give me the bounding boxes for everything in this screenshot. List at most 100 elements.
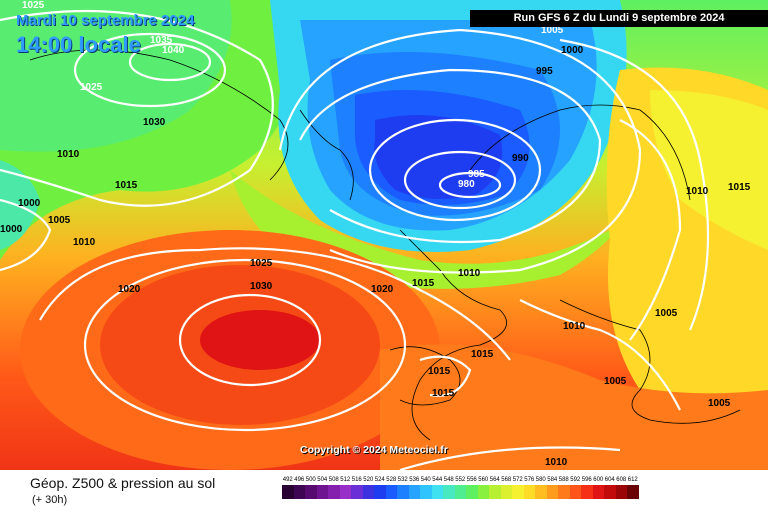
isobar-label: 1015 bbox=[471, 349, 494, 360]
scale-step: 544 bbox=[431, 476, 443, 499]
scale-step: 504 bbox=[316, 476, 328, 499]
isobar-label: 1005 bbox=[48, 215, 71, 226]
isobar-label: 1030 bbox=[143, 117, 166, 128]
scale-step-swatch bbox=[592, 485, 604, 499]
scale-step: 612 bbox=[627, 476, 639, 499]
copyright-notice: Copyright © 2024 Meteociel.fr bbox=[300, 444, 448, 456]
scale-step-swatch bbox=[627, 485, 639, 499]
scale-step: 600 bbox=[592, 476, 604, 499]
scale-step-label: 496 bbox=[294, 477, 305, 483]
scale-step-label: 608 bbox=[616, 477, 627, 483]
scale-step-swatch bbox=[374, 485, 386, 499]
isobar-label: 1015 bbox=[115, 180, 138, 191]
scale-step-label: 604 bbox=[604, 477, 615, 483]
scale-step: 592 bbox=[569, 476, 581, 499]
scale-step-swatch bbox=[489, 485, 501, 499]
scale-step-label: 600 bbox=[593, 477, 604, 483]
scale-step: 512 bbox=[339, 476, 351, 499]
scale-step-label: 528 bbox=[386, 477, 397, 483]
scale-step: 540 bbox=[420, 476, 432, 499]
scale-step-label: 584 bbox=[547, 477, 558, 483]
scale-step-swatch bbox=[558, 485, 570, 499]
scale-step-label: 544 bbox=[432, 477, 443, 483]
isobar-label: 1040 bbox=[162, 45, 185, 56]
scale-step-label: 520 bbox=[363, 477, 374, 483]
isobar-label: 1000 bbox=[0, 224, 23, 235]
isobar-label: 980 bbox=[458, 179, 475, 190]
isobar-label: 1010 bbox=[458, 268, 481, 279]
scale-step-label: 592 bbox=[570, 477, 581, 483]
scale-step-swatch bbox=[339, 485, 351, 499]
scale-step: 548 bbox=[443, 476, 455, 499]
isobar-label: 1005 bbox=[708, 398, 731, 409]
scale-step-label: 568 bbox=[501, 477, 512, 483]
scale-step-label: 516 bbox=[351, 477, 362, 483]
isobar-label: 1030 bbox=[250, 281, 273, 292]
scale-step-label: 504 bbox=[317, 477, 328, 483]
scale-step: 608 bbox=[615, 476, 627, 499]
scale-step: 528 bbox=[385, 476, 397, 499]
scale-step-swatch bbox=[316, 485, 328, 499]
scale-step-label: 576 bbox=[524, 477, 535, 483]
scale-step-swatch bbox=[581, 485, 593, 499]
scale-step: 524 bbox=[374, 476, 386, 499]
scale-step-label: 492 bbox=[282, 477, 293, 483]
isobar-label: 1020 bbox=[118, 284, 141, 295]
scale-step: 520 bbox=[362, 476, 374, 499]
isobar-label: 1025 bbox=[250, 258, 273, 269]
isobar-label: 1015 bbox=[428, 366, 451, 377]
weather-map: 1025 1035 1040 1025 1030 1010 1015 1000 … bbox=[0, 0, 768, 470]
scale-step-label: 612 bbox=[627, 477, 638, 483]
scale-step-swatch bbox=[615, 485, 627, 499]
scale-step: 532 bbox=[397, 476, 409, 499]
isobar-label: 1015 bbox=[728, 182, 751, 193]
scale-step-swatch bbox=[454, 485, 466, 499]
scale-step-swatch bbox=[397, 485, 409, 499]
scale-step-label: 548 bbox=[443, 477, 454, 483]
scale-step: 588 bbox=[558, 476, 570, 499]
scale-step-swatch bbox=[512, 485, 524, 499]
scale-step-label: 552 bbox=[455, 477, 466, 483]
isobar-label: 1025 bbox=[22, 0, 45, 11]
forecast-date: Mardi 10 septembre 2024 bbox=[16, 12, 195, 29]
scale-step-swatch bbox=[408, 485, 420, 499]
scale-step-label: 588 bbox=[558, 477, 569, 483]
scale-step: 536 bbox=[408, 476, 420, 499]
isobar-label: 1015 bbox=[432, 388, 455, 399]
scale-step: 500 bbox=[305, 476, 317, 499]
footer-title: Géop. Z500 & pression au sol bbox=[30, 475, 216, 491]
scale-step: 560 bbox=[477, 476, 489, 499]
scale-step-swatch bbox=[282, 485, 294, 499]
isobar-label: 995 bbox=[536, 66, 553, 77]
isobar-label: 1005 bbox=[604, 376, 627, 387]
scale-step-swatch bbox=[535, 485, 547, 499]
scale-step-swatch bbox=[305, 485, 317, 499]
scale-step-swatch bbox=[477, 485, 489, 499]
scale-step-swatch bbox=[466, 485, 478, 499]
scale-step-swatch bbox=[523, 485, 535, 499]
scale-step-swatch bbox=[500, 485, 512, 499]
color-scale-legend: 492 496 500 504 508 512 516 520 524 528 532 536 540 5… bbox=[282, 476, 639, 499]
isobar-label: 1035 bbox=[150, 35, 173, 46]
isobar-label: 1005 bbox=[541, 25, 564, 36]
scale-step: 596 bbox=[581, 476, 593, 499]
isobar-label: 1010 bbox=[57, 149, 80, 160]
scale-step-swatch bbox=[546, 485, 558, 499]
scale-step: 516 bbox=[351, 476, 363, 499]
isobar-label: 1025 bbox=[80, 82, 103, 93]
isobar-label: 985 bbox=[468, 169, 485, 180]
run-info-banner: Run GFS 6 Z du Lundi 9 septembre 2024 bbox=[470, 10, 768, 27]
scale-step-swatch bbox=[293, 485, 305, 499]
scale-step-swatch bbox=[385, 485, 397, 499]
scale-step: 576 bbox=[523, 476, 535, 499]
isobar-label: 1020 bbox=[371, 284, 394, 295]
scale-step-label: 580 bbox=[535, 477, 546, 483]
scale-step: 564 bbox=[489, 476, 501, 499]
scale-step-swatch bbox=[328, 485, 340, 499]
scale-step-label: 560 bbox=[478, 477, 489, 483]
scale-step-swatch bbox=[443, 485, 455, 499]
scale-step: 584 bbox=[546, 476, 558, 499]
scale-step-swatch bbox=[420, 485, 432, 499]
scale-step-label: 556 bbox=[466, 477, 477, 483]
isobar-label: 1010 bbox=[545, 457, 568, 468]
